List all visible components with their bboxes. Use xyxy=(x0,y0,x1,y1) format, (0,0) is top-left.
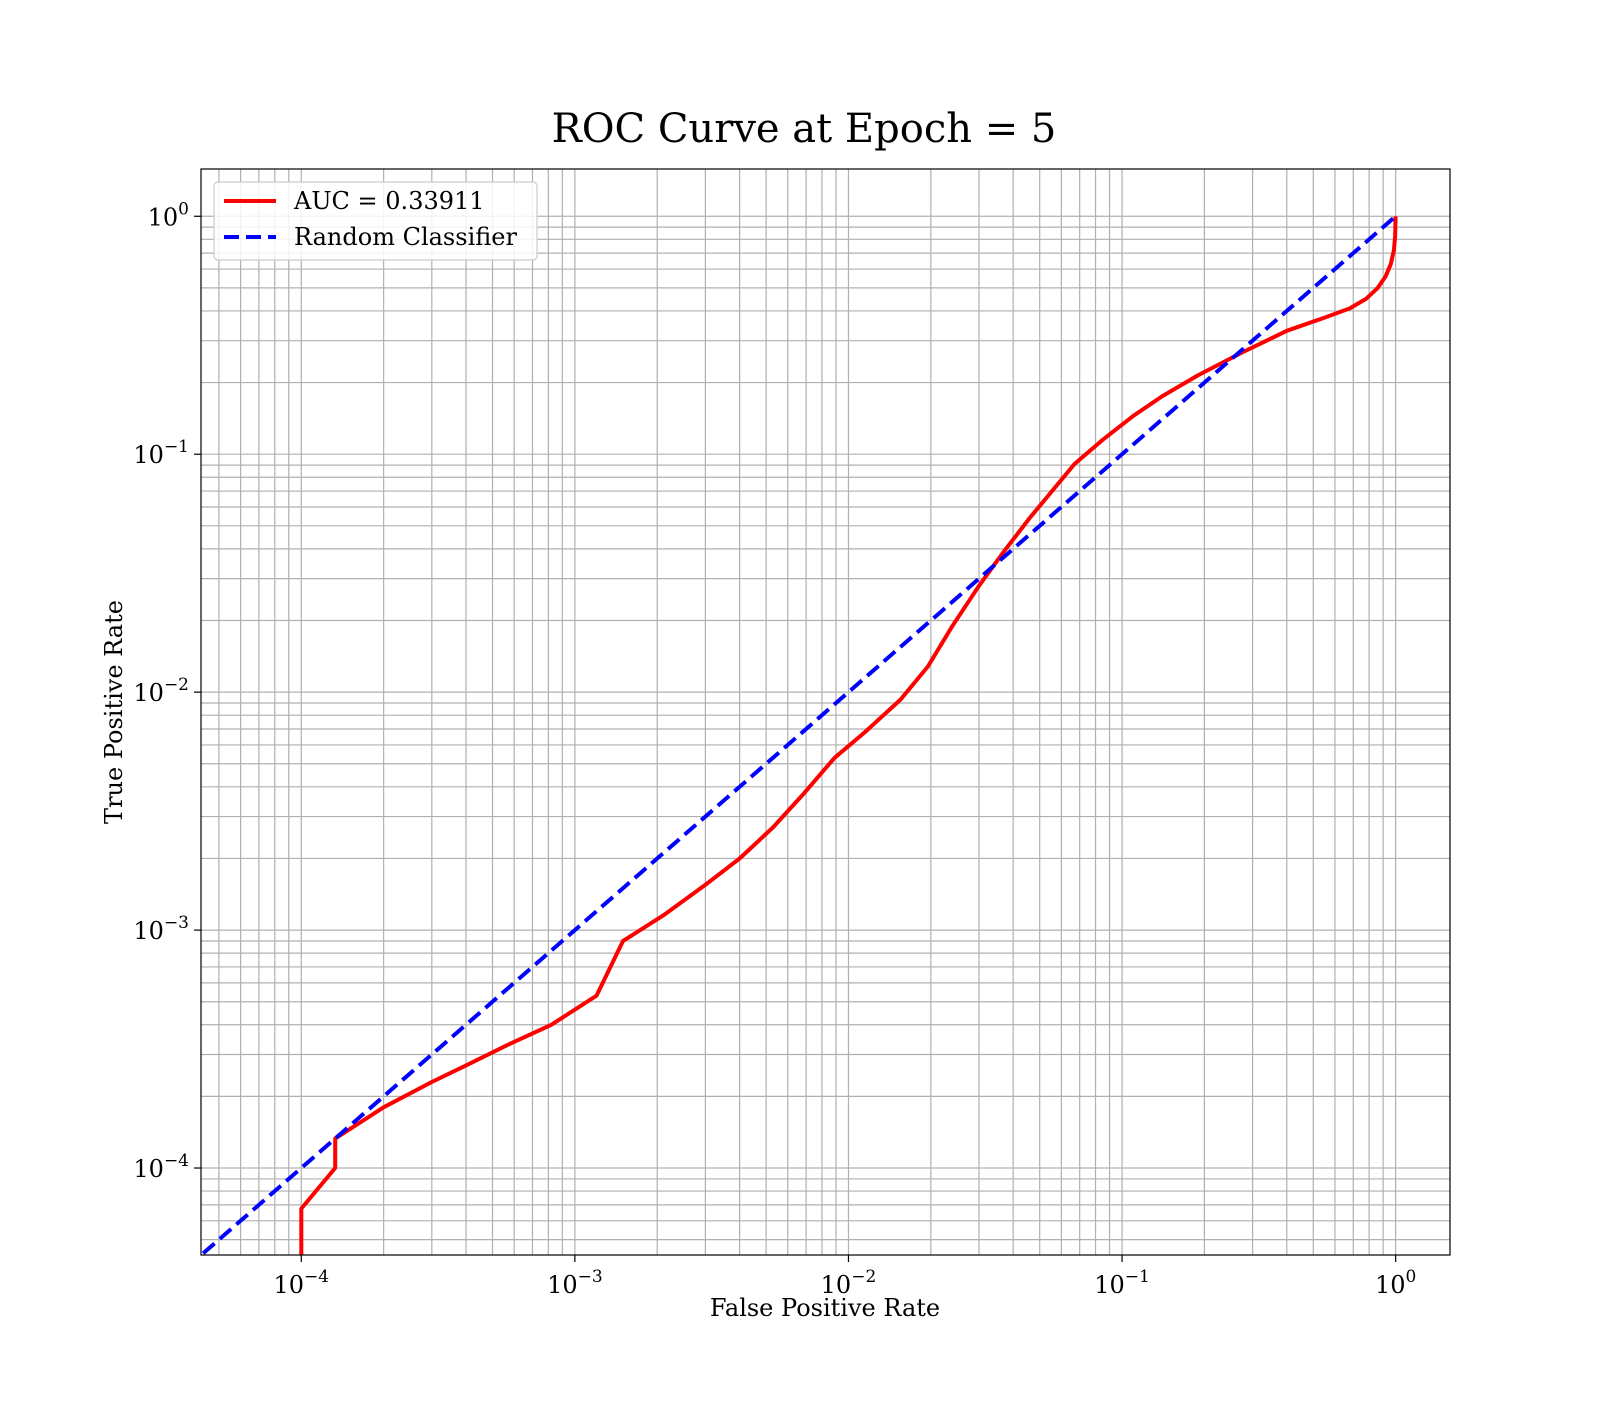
y-tick-label: 10−1 xyxy=(133,437,189,469)
legend-label: Random Classifier xyxy=(294,223,517,251)
series-layer xyxy=(201,214,1398,1255)
y-axis-ticks: 10−4 10−3 10−2 10−1 100 xyxy=(133,199,201,1183)
x-tick-label: 10−4 xyxy=(273,1267,329,1299)
x-tick-label: 10−1 xyxy=(1094,1267,1150,1299)
legend-box xyxy=(213,181,538,261)
chart-title: ROC Curve at Epoch = 5 xyxy=(552,106,1057,152)
y-tick-label: 10−3 xyxy=(133,913,189,945)
legend: AUC = 0.33911 Random Classifier xyxy=(213,181,538,261)
x-axis-label: False Positive Rate xyxy=(710,1294,940,1322)
plot-frame xyxy=(200,168,1451,1256)
legend-label: AUC = 0.33911 xyxy=(293,187,485,215)
x-axis-ticks: 10−4 10−3 10−2 10−1 100 xyxy=(273,1255,1416,1299)
x-tick-label: 100 xyxy=(1375,1267,1416,1299)
x-tick-label: 10−3 xyxy=(547,1267,603,1299)
y-tick-label: 10−2 xyxy=(133,675,189,707)
grid xyxy=(201,169,1450,1255)
y-tick-label: 100 xyxy=(148,199,189,231)
y-axis-label: True Positive Rate xyxy=(100,600,128,824)
random-classifier-line xyxy=(201,214,1397,1255)
roc-curve-line xyxy=(299,216,1398,1255)
x-tick-label: 10−2 xyxy=(821,1267,877,1299)
y-tick-label: 10−4 xyxy=(133,1151,189,1183)
